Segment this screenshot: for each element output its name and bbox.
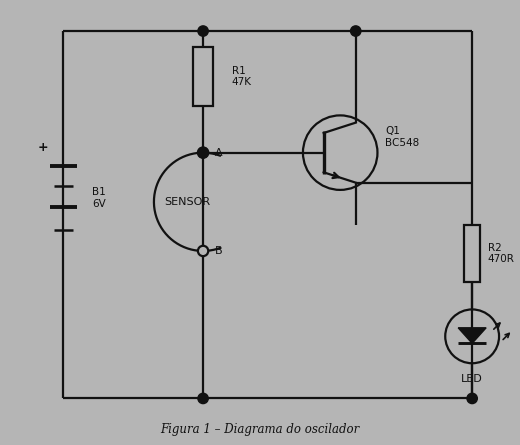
Circle shape	[198, 147, 208, 158]
Text: B: B	[214, 246, 222, 256]
Circle shape	[467, 393, 477, 404]
Polygon shape	[458, 328, 486, 344]
Text: B1
6V: B1 6V	[92, 187, 106, 209]
Text: Q1
BC548: Q1 BC548	[385, 126, 420, 148]
Circle shape	[198, 26, 208, 36]
Text: +: +	[37, 141, 48, 154]
Text: A: A	[214, 148, 222, 158]
Text: LED: LED	[461, 374, 483, 384]
Text: SENSOR: SENSOR	[164, 197, 211, 207]
Circle shape	[198, 246, 208, 256]
Text: R1
47K: R1 47K	[231, 65, 252, 87]
Text: Figura 1 – Diagrama do oscilador: Figura 1 – Diagrama do oscilador	[160, 423, 360, 436]
Circle shape	[198, 393, 208, 404]
Circle shape	[350, 26, 361, 36]
Text: R2
470R: R2 470R	[488, 243, 515, 264]
Bar	[193, 47, 213, 106]
Bar	[464, 225, 480, 282]
Circle shape	[198, 147, 208, 158]
